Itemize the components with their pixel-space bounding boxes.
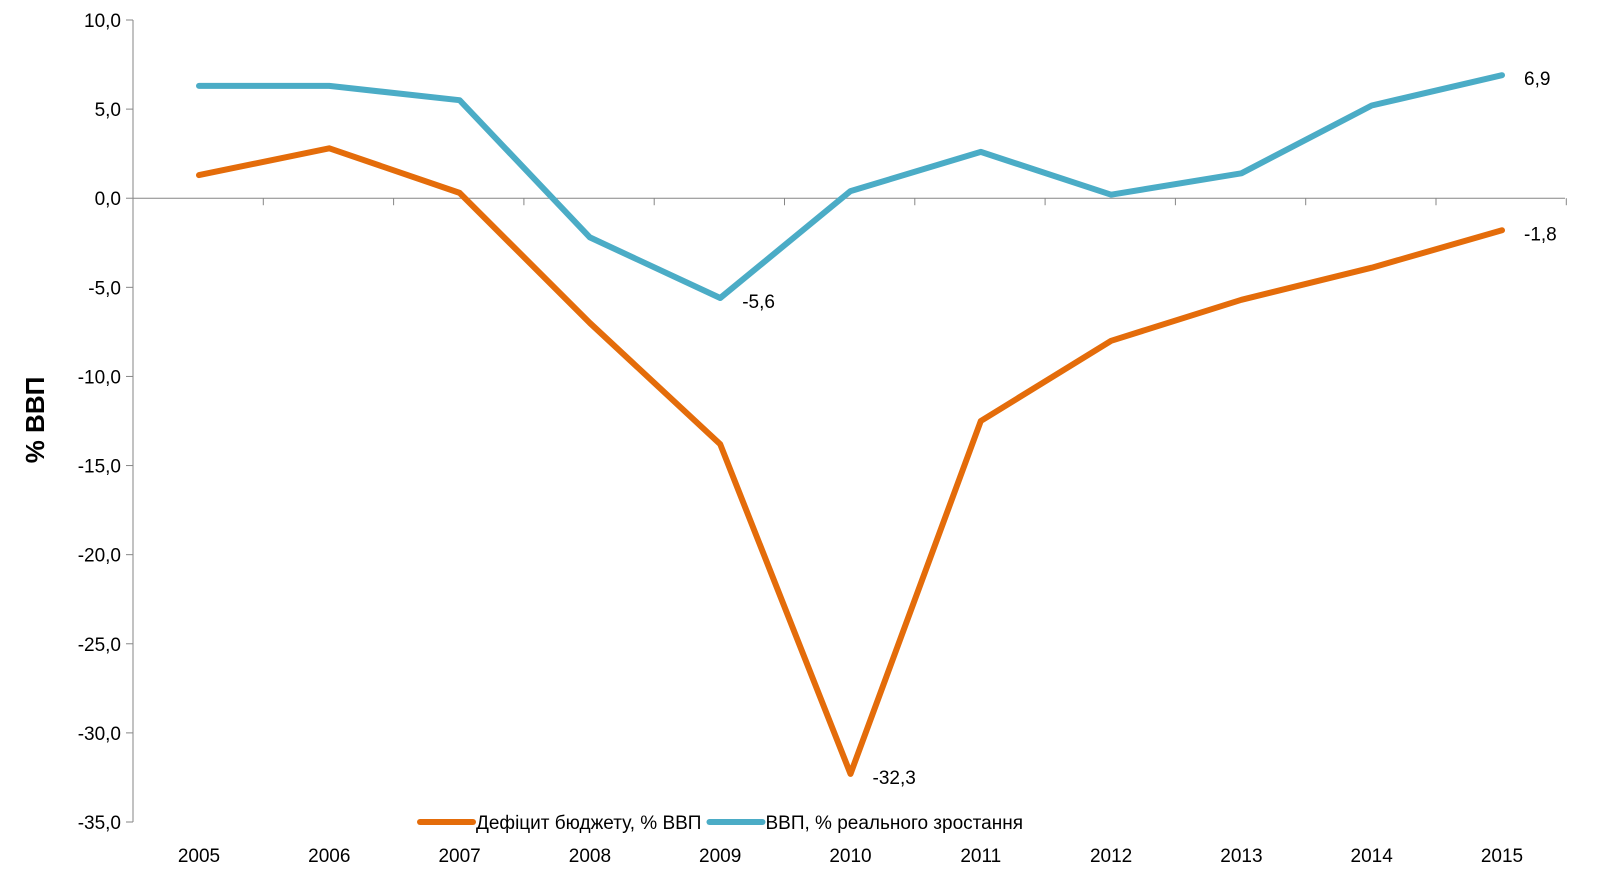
y-tick-label: 5,0 <box>95 100 121 121</box>
y-tick-label: -10,0 <box>78 367 121 388</box>
data-label: -32,3 <box>873 768 916 789</box>
series-lines <box>196 72 1505 777</box>
y-axis: 10,0 5,0 0,0 -5,0 -10,0 -15,0 -20,0 -25,0 -30,0 -… <box>78 11 134 834</box>
data-label: -1,8 <box>1524 224 1557 245</box>
legend: Дефіцит бюджету, % ВВП ВВП, % реального з… <box>417 813 1023 834</box>
x-tick-label: 2013 <box>1220 846 1262 867</box>
data-label: -5,6 <box>742 292 775 313</box>
y-tick-label: -30,0 <box>78 724 121 745</box>
series-line-1 <box>196 145 1505 777</box>
y-tick-label: 10,0 <box>84 11 121 32</box>
series-line-2 <box>196 72 1505 301</box>
x-axis: 2005 2006 2007 2008 2009 2010 2011 2012 2013 2014… <box>132 197 1567 867</box>
x-tick-label: 2015 <box>1481 846 1523 867</box>
y-tick-label: -15,0 <box>78 457 121 478</box>
x-tick-label: 2005 <box>178 846 220 867</box>
y-axis-title: % ВВП <box>20 377 50 464</box>
x-tick-label: 2006 <box>308 846 350 867</box>
x-tick-label: 2010 <box>829 846 871 867</box>
y-tick-label: -5,0 <box>88 278 121 299</box>
legend-label: Дефіцит бюджету, % ВВП <box>476 813 701 834</box>
x-tick-label: 2009 <box>699 846 741 867</box>
x-tick-label: 2008 <box>569 846 611 867</box>
x-tick-label: 2012 <box>1090 846 1132 867</box>
y-tick-label: 0,0 <box>95 189 121 210</box>
x-tick-label: 2014 <box>1351 846 1394 867</box>
data-label: 6,9 <box>1524 69 1550 90</box>
legend-label: ВВП, % реального зростання <box>765 813 1023 834</box>
y-tick-label: -20,0 <box>78 546 121 567</box>
x-tick-label: 2011 <box>960 846 1001 867</box>
data-labels: -32,3 -1,8 -5,6 6,9 <box>742 69 1557 789</box>
y-tick-label: -35,0 <box>78 813 121 834</box>
x-tick-label: 2007 <box>438 846 480 867</box>
y-tick-label: -25,0 <box>78 635 121 656</box>
